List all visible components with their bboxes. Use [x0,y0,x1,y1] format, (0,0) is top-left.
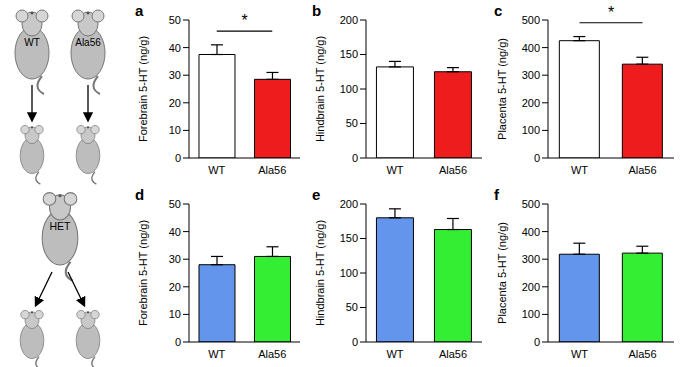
html-text:c: c [494,2,503,19]
svg-text:100: 100 [522,124,540,136]
svg-text:100: 100 [522,308,540,320]
svg-text:50: 50 [169,198,181,210]
svg-text:400: 400 [522,226,540,238]
html-text:d: d [135,186,145,203]
svg-text:WT: WT [208,348,225,360]
html-text:b: b [312,2,322,19]
svg-text:WT: WT [24,37,40,48]
svg-text:Placenta 5-HT (ng/g): Placenta 5-HT (ng/g) [496,222,508,324]
svg-text:150: 150 [340,232,358,244]
svg-text:Placenta 5-HT (ng/g): Placenta 5-HT (ng/g) [496,38,508,140]
svg-text:400: 400 [522,42,540,54]
svg-text:200: 200 [522,97,540,109]
svg-text:30: 30 [169,69,181,81]
svg-text:40: 40 [169,42,181,54]
svg-text:0: 0 [534,152,540,164]
svg-text:0: 0 [352,336,358,348]
svg-text:Ala56: Ala56 [628,164,656,176]
svg-text:WT: WT [386,164,403,176]
svg-text:Forebrain 5-HT (ng/g): Forebrain 5-HT (ng/g) [137,220,149,326]
svg-text:150: 150 [340,48,358,60]
svg-text:*: * [608,4,614,21]
svg-text:*: * [241,12,247,29]
svg-text:Ala56: Ala56 [628,348,656,360]
svg-text:300: 300 [522,69,540,81]
svg-text:200: 200 [340,198,358,210]
svg-text:0: 0 [175,152,181,164]
svg-text:Ala56: Ala56 [258,348,286,360]
html-text:a: a [135,2,144,19]
svg-text:Ala56: Ala56 [258,164,286,176]
svg-text:30: 30 [169,253,181,265]
svg-text:500: 500 [522,198,540,210]
svg-text:0: 0 [352,152,358,164]
svg-text:200: 200 [522,281,540,293]
svg-text:WT: WT [386,348,403,360]
svg-text:Ala56: Ala56 [439,348,467,360]
svg-text:0: 0 [534,336,540,348]
svg-text:50: 50 [346,117,358,129]
svg-text:20: 20 [169,97,181,109]
svg-text:0: 0 [175,336,181,348]
svg-text:20: 20 [169,281,181,293]
svg-text:WT: WT [571,348,588,360]
svg-text:Ala56: Ala56 [439,164,467,176]
svg-text:Hindbrain 5-HT (ng/g): Hindbrain 5-HT (ng/g) [314,36,326,142]
html-text:e: e [312,186,321,203]
svg-text:10: 10 [169,308,181,320]
svg-text:Forebrain 5-HT (ng/g): Forebrain 5-HT (ng/g) [137,36,149,142]
svg-text:HET: HET [50,220,72,232]
svg-text:100: 100 [340,267,358,279]
svg-text:500: 500 [522,14,540,26]
svg-text:WT: WT [571,164,588,176]
svg-text:10: 10 [169,124,181,136]
svg-text:100: 100 [340,83,358,95]
html-text:f: f [494,186,499,203]
svg-text:Ala56: Ala56 [75,37,101,48]
svg-text:50: 50 [169,14,181,26]
svg-text:40: 40 [169,226,181,238]
svg-text:Hindbrain 5-HT (ng/g): Hindbrain 5-HT (ng/g) [314,220,326,326]
svg-text:WT: WT [208,164,225,176]
svg-text:200: 200 [340,14,358,26]
svg-text:50: 50 [346,301,358,313]
svg-text:300: 300 [522,253,540,265]
